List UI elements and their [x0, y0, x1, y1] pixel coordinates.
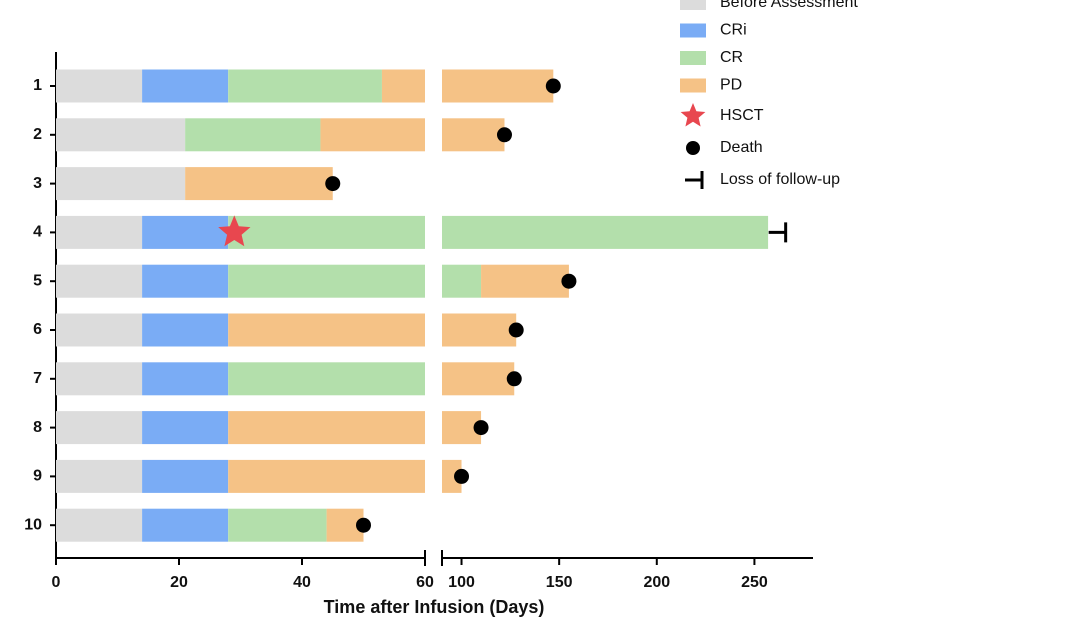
- bar-segment: [56, 362, 143, 396]
- bar-segment: [56, 411, 143, 445]
- x-tick-label: 60: [416, 574, 434, 591]
- y-tick-label: 8: [33, 419, 42, 436]
- legend-label: CR: [720, 49, 743, 66]
- y-tick-label: 6: [33, 321, 42, 338]
- x-tick-label: 150: [546, 574, 573, 591]
- bar-segment: [142, 459, 229, 493]
- legend-swatch: [680, 51, 706, 65]
- y-tick-label: 7: [33, 370, 42, 387]
- bar-segment: [56, 167, 186, 201]
- legend-label: HSCT: [720, 107, 764, 124]
- bar-segment: [442, 313, 517, 347]
- x-tick-label: 100: [448, 574, 475, 591]
- bar-segment: [142, 69, 229, 103]
- bar-segment: [228, 264, 425, 298]
- y-tick-label: 9: [33, 468, 42, 485]
- y-tick-label: 4: [33, 224, 42, 241]
- marker-circle: [473, 420, 489, 436]
- bar-segment: [320, 118, 425, 152]
- x-tick-label: 0: [52, 574, 61, 591]
- bar-segment: [142, 362, 229, 396]
- bar-segment: [228, 411, 425, 445]
- marker-circle: [356, 517, 371, 533]
- bar-segment: [142, 264, 229, 298]
- bar-segment: [185, 118, 321, 152]
- marker-circle: [545, 78, 561, 94]
- y-tick-label: 2: [33, 126, 42, 143]
- bar-segment: [142, 411, 229, 445]
- bar-segment: [142, 215, 229, 249]
- bar-segment: [142, 313, 229, 347]
- marker-circle: [506, 371, 522, 387]
- bar-segment: [142, 508, 229, 542]
- bar-segment: [56, 508, 143, 542]
- bar-segment: [228, 459, 425, 493]
- legend-symbol: [685, 171, 704, 189]
- bar-segment: [228, 215, 425, 249]
- marker-circle: [325, 176, 341, 192]
- bar-segment: [185, 167, 333, 201]
- legend-label: PD: [720, 77, 742, 94]
- bar-segment: [56, 459, 143, 493]
- marker-circle: [561, 273, 577, 289]
- legend-swatch: [680, 23, 706, 38]
- legend-symbol: [686, 141, 700, 155]
- x-tick-label: 40: [293, 574, 311, 591]
- bar-segment: [228, 69, 382, 103]
- bar-segment: [56, 264, 143, 298]
- x-tick-label: 250: [741, 574, 768, 591]
- y-tick-label: 10: [24, 516, 42, 533]
- bar-segment: [442, 459, 462, 493]
- bar-segment: [481, 264, 569, 298]
- bar-segment: [442, 118, 505, 152]
- y-tick-label: 1: [33, 77, 42, 94]
- bar-segment: [228, 313, 425, 347]
- x-tick-label: 20: [170, 574, 188, 591]
- bar-segment: [56, 69, 143, 103]
- legend-symbol: [680, 103, 706, 127]
- legend-label: Loss of follow-up: [720, 171, 840, 188]
- legend-swatch: [680, 0, 706, 10]
- bar-segment: [442, 362, 515, 396]
- bar-segment: [442, 264, 482, 298]
- bar-segment: [56, 313, 143, 347]
- marker-circle: [496, 127, 512, 143]
- bar-segment: [228, 508, 327, 542]
- bar-segment: [442, 215, 769, 249]
- bar-segment: [442, 69, 554, 103]
- legend-label: CRi: [720, 22, 747, 39]
- y-tick-label: 5: [33, 272, 42, 289]
- x-tick-label: 200: [643, 574, 670, 591]
- y-tick-label: 3: [33, 175, 42, 192]
- bar-segment: [56, 118, 186, 152]
- bar-segment: [381, 69, 425, 103]
- legend-label: Death: [720, 139, 763, 156]
- marker-bracket: [768, 222, 788, 243]
- marker-star: [218, 215, 251, 247]
- legend-swatch: [680, 78, 706, 93]
- x-axis-title: Time after Infusion (Days): [324, 597, 545, 617]
- bar-segment: [56, 215, 143, 249]
- legend-label: Before Assessment: [720, 0, 858, 11]
- bar-segment: [228, 362, 425, 396]
- marker-circle: [454, 468, 470, 484]
- marker-circle: [508, 322, 524, 338]
